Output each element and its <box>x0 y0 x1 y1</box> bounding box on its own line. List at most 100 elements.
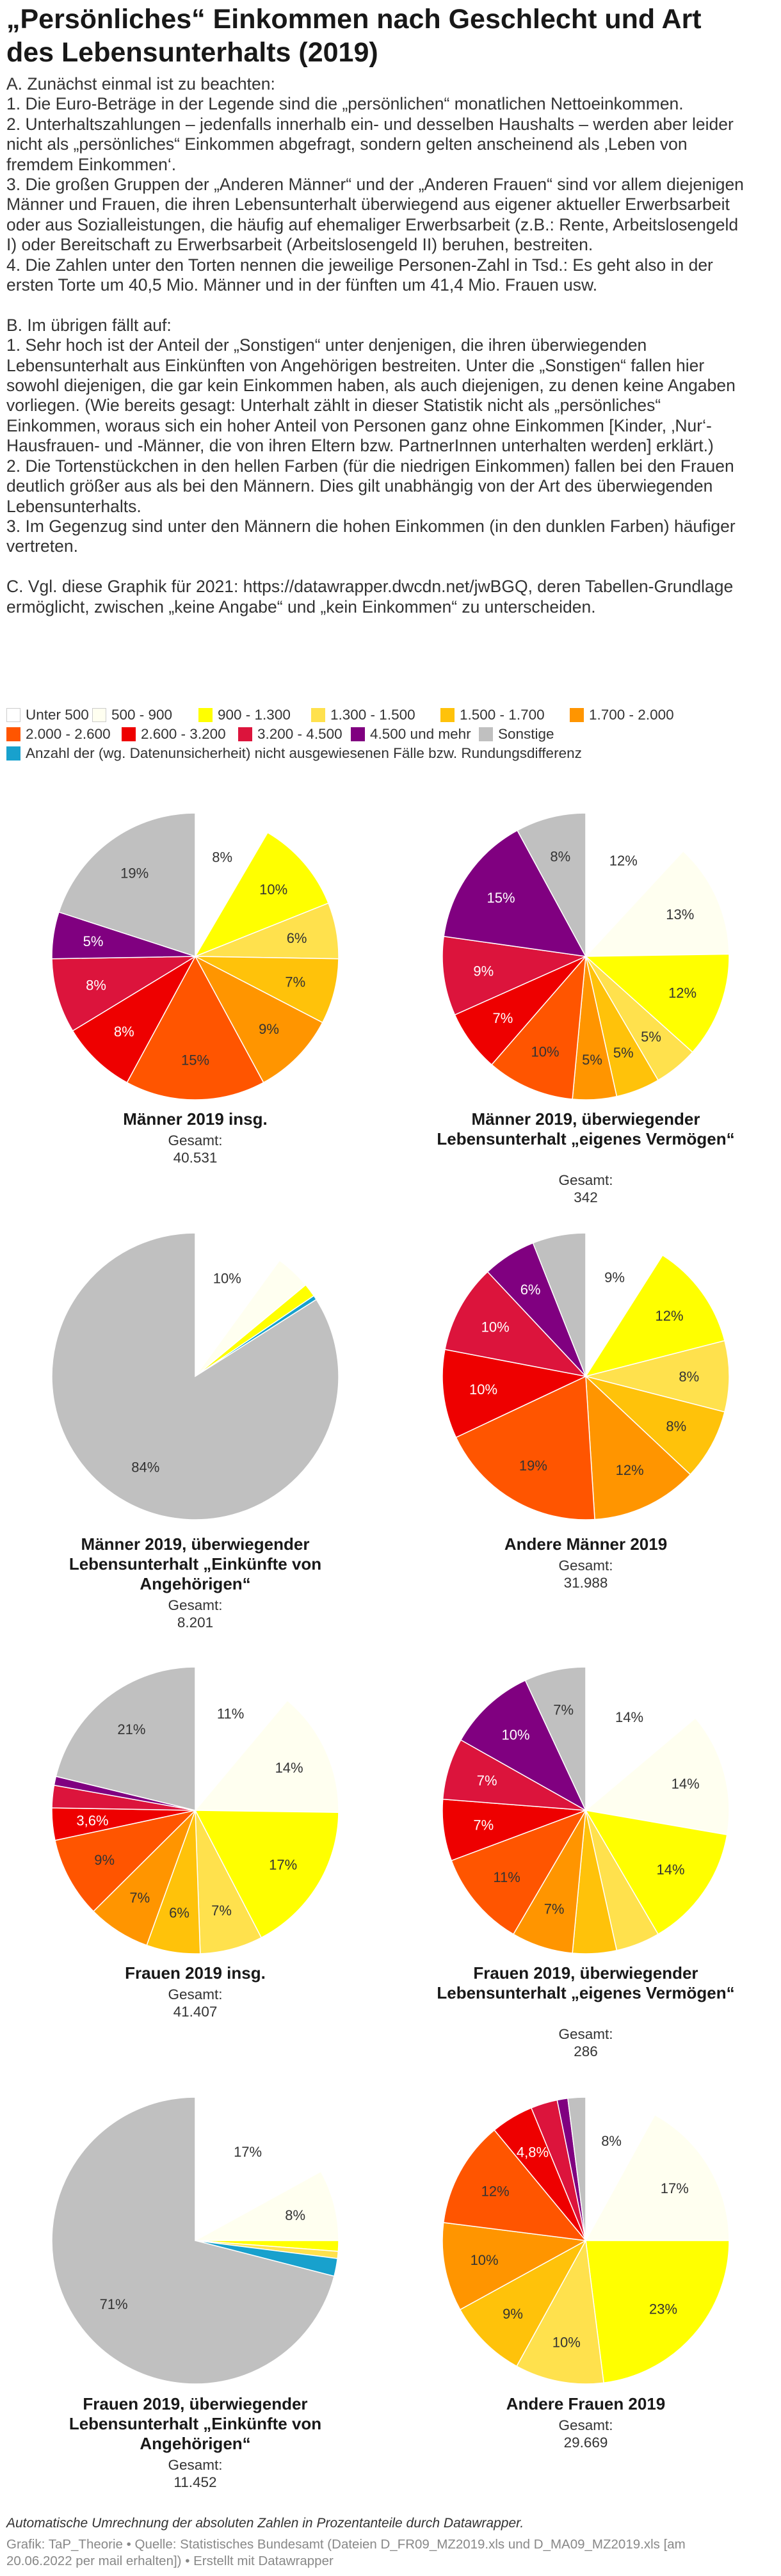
pie-slice <box>584 1809 728 1935</box>
pie-slice <box>194 1700 339 1813</box>
pie-slice <box>451 1809 587 1935</box>
pie-slice <box>585 1232 664 1378</box>
pie-slice-label: 12% <box>609 853 638 869</box>
pie-slice-label: 6% <box>287 930 307 946</box>
intro-b-line: sowohl diejenigen, die gar kein Einkomme… <box>6 376 736 396</box>
pie-slice <box>585 1340 730 1413</box>
pie-slice-label: 17% <box>269 1857 297 1873</box>
legend-label: Unter 500 <box>26 707 89 723</box>
pie-title: Andere Männer 2019 <box>504 1534 668 1554</box>
pie-total-label: Gesamt: <box>168 2457 223 2473</box>
legend-label: 3.200 - 4.500 <box>257 726 342 742</box>
pie-slice-label: 6% <box>169 1904 189 1920</box>
pie-slice-label: 9% <box>604 1269 625 1285</box>
legend-swatch <box>440 708 455 722</box>
legend-label: 1.500 - 1.700 <box>460 707 545 723</box>
legend-swatch <box>6 708 20 722</box>
pie-slice-label: 17% <box>234 2144 262 2160</box>
pie-title: Andere Frauen 2019 <box>506 2394 666 2413</box>
pie-slice-label: 7% <box>493 1010 513 1026</box>
pie-slice-label: 8% <box>550 849 570 865</box>
pie-slice <box>585 1375 691 1520</box>
pie-slice-label: 7% <box>285 974 305 990</box>
pie-total-value: 41.407 <box>173 2004 218 2020</box>
pie-title: Frauen 2019 insg. <box>125 1963 266 1983</box>
intro-a-line: 2. Unterhaltszahlungen – jedenfalls inne… <box>6 114 734 134</box>
pie-slice <box>194 832 329 958</box>
pie-slice <box>459 2239 587 2367</box>
pie-slice-label: 15% <box>181 1052 209 1068</box>
legend-label: 2.000 - 2.600 <box>26 726 111 742</box>
pie-chart: 14% 14% 14% 7% 11% 7% 7% 10% 7% <box>442 1666 730 1954</box>
legend-item: 3.200 - 4.500 <box>238 725 351 744</box>
pie-slice <box>442 2129 587 2241</box>
pie-slice-label: 7% <box>473 1817 494 1833</box>
pie-slice-label: 8% <box>666 1419 686 1435</box>
intro-b-line: Einkommen, woraus sich ein hoher Anteil … <box>6 415 712 435</box>
pie-slice-label: 12% <box>616 1462 644 1478</box>
pie-chart: 8% 17% 23% 10% 9% 10% 12% 4,8% <box>442 2097 730 2385</box>
legend-item: 2.600 - 3.200 <box>122 725 238 744</box>
pie-total-label: Gesamt: <box>558 1558 613 1574</box>
intro-a-line: nicht als „persönliches“ Einkommen abgef… <box>6 134 688 154</box>
pie-slice-label: 12% <box>481 2183 510 2199</box>
pie-chart: 8% 10% 6% 7% 9% 15% 8% 8% 5% 19% <box>51 812 339 1100</box>
pie-slice-label: 8% <box>601 2133 622 2149</box>
pie-total: Gesamt: 342 <box>407 1171 765 1206</box>
pie-slice <box>443 830 587 957</box>
pie-slice-label: 14% <box>615 1709 643 1725</box>
pie-slice-label: 10% <box>213 1271 241 1287</box>
pie-slice-label: 10% <box>471 2252 499 2268</box>
legend-label: 1.300 - 1.500 <box>330 707 415 723</box>
pie-slice-label: 7% <box>544 1901 565 1917</box>
intro-b-line: vorliegen. (Wie bereits gesagt: Unterhal… <box>6 396 661 415</box>
pie-title: Männer 2019, überwiegender Lebensunterha… <box>437 1109 735 1148</box>
pie-slice-label: 12% <box>668 985 696 1001</box>
legend-item: Unter 500 <box>6 705 92 725</box>
pie-total-label: Gesamt: <box>168 1597 223 1613</box>
pie-title: Frauen 2019, überwiegender Lebensunterha… <box>68 2394 322 2453</box>
legend-swatch <box>122 727 136 741</box>
legend-row: Unter 500 500 - 900 900 - 1.300 1.300 - 1.5… <box>6 705 775 725</box>
intro-b-line: 2. Die Tortenstückchen in den hellen Far… <box>6 456 734 476</box>
intro-section-c: C. Vgl. diese Graphik für 2021: https://… <box>6 577 771 617</box>
pie-slice <box>442 1349 588 1438</box>
pie-slice-label: 9% <box>259 1021 279 1037</box>
pie-total-value: 342 <box>574 1189 598 1205</box>
pie-slice <box>51 2097 335 2385</box>
pie-slice-label: 14% <box>275 1760 303 1776</box>
legend-label: 4.500 und mehr <box>370 726 471 742</box>
pie-total-label: Gesamt: <box>558 2417 613 2433</box>
pie-slice <box>532 1232 586 1377</box>
pie-slice-label: 10% <box>481 1319 510 1335</box>
legend-item: 2.000 - 2.600 <box>6 725 122 744</box>
pie-slice <box>51 1232 339 1520</box>
pie-slice <box>585 1376 725 1476</box>
legend-item: 900 - 1.300 <box>198 705 311 725</box>
pie-slice-label: 15% <box>487 890 515 906</box>
pie-slice-label: 8% <box>679 1369 699 1385</box>
pie-slice <box>455 1375 595 1520</box>
legend-swatch <box>479 727 493 741</box>
pie-slice <box>195 1232 280 1378</box>
pie-slice-label: 17% <box>661 2180 689 2196</box>
pie-slice <box>55 1666 196 1811</box>
pie-chart: 17% 8% 71% <box>51 2097 339 2385</box>
pie-total: Gesamt: 8.201 <box>16 1597 374 1631</box>
pie-slice-label: 7% <box>553 1702 574 1718</box>
intro-a-line: 4. Die Zahlen unter den Torten nennen di… <box>6 255 713 275</box>
pie-slice-label: 5% <box>83 933 104 949</box>
intro-b-line: vertreten. <box>6 536 78 556</box>
intro-b-line: 1. Sehr hoch ist der Anteil der „Sonstig… <box>6 335 647 355</box>
page-title: „Persönliches“ Einkommen nach Geschlecht… <box>6 4 702 68</box>
pie-slice-label: 9% <box>94 1852 115 1868</box>
pie-slice-label: 4,8% <box>517 2145 549 2161</box>
pie-slice <box>584 1717 730 1835</box>
intro-section-b: B. Im übrigen fällt auf: 1. Sehr hoch ist… <box>6 316 771 557</box>
intro-section-a: A. Zunächst einmal ist zu beachten: 1. Di… <box>6 74 771 295</box>
pie-slice-label: 10% <box>501 1727 529 1743</box>
pie-slice-label: 19% <box>120 865 149 881</box>
pie-slice <box>585 2097 656 2241</box>
